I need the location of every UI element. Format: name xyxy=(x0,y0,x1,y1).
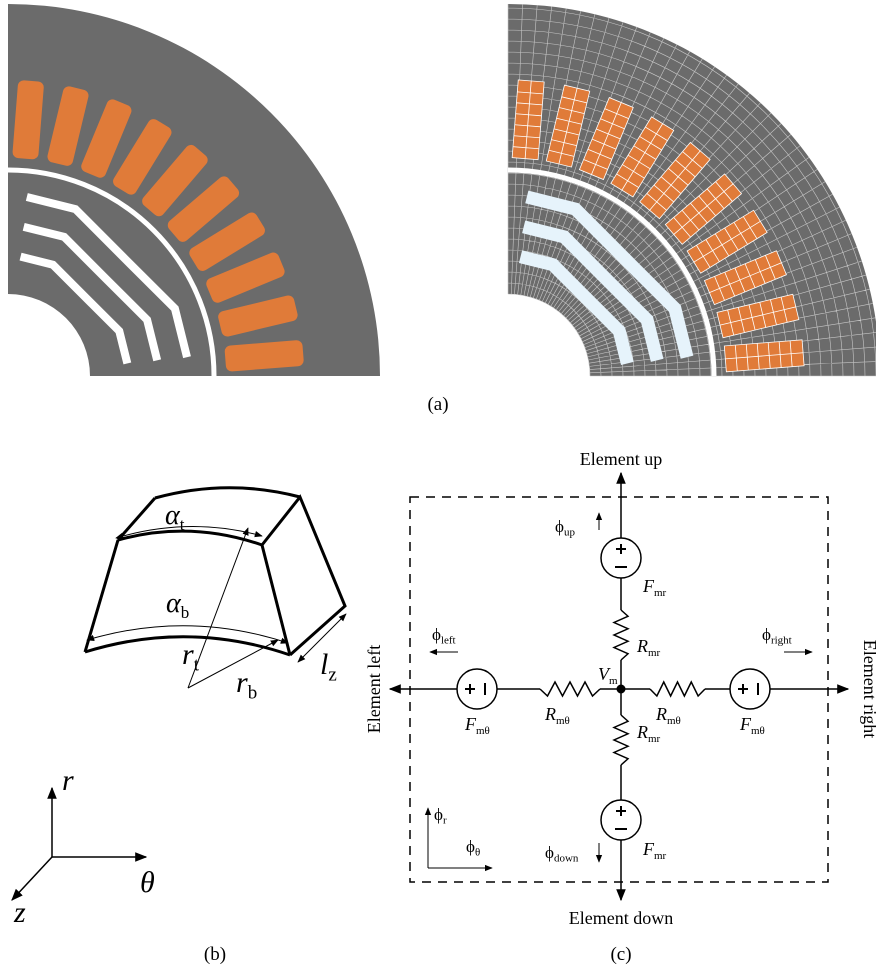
symbol-label: Rmθ xyxy=(655,704,681,727)
subscript: mθ xyxy=(667,715,681,727)
subscript: left xyxy=(441,635,456,647)
symbol: ϕ xyxy=(545,843,554,862)
subscript: t xyxy=(180,515,185,534)
panel-a xyxy=(8,4,876,376)
subscript: mr xyxy=(654,850,667,862)
subscript: m xyxy=(609,675,618,687)
subscript: b xyxy=(248,683,258,704)
subscript: mθ xyxy=(751,725,765,737)
core xyxy=(8,4,380,376)
subscript: mθ xyxy=(476,725,490,737)
neighbor-label: Element right xyxy=(860,640,876,738)
symbol: R xyxy=(655,704,667,724)
mmf-source xyxy=(730,669,770,709)
neighbor-label: Element down xyxy=(569,908,673,928)
symbol-label: αt xyxy=(165,500,185,534)
subscript: θ xyxy=(475,847,480,859)
symbol-label: ϕleft xyxy=(432,625,456,647)
symbol-label: ϕright xyxy=(762,625,792,647)
axis-label: r xyxy=(62,764,74,797)
subscript: mr xyxy=(654,587,667,599)
subscript: mr xyxy=(648,647,661,659)
block-edge xyxy=(118,531,262,545)
symbol: α xyxy=(165,500,181,531)
symbol: R xyxy=(544,704,556,724)
symbol: ϕ xyxy=(762,625,771,644)
symbol: ϕ xyxy=(434,805,443,824)
r-b-arrow xyxy=(188,640,278,688)
subscript: up xyxy=(564,527,576,539)
block-edge xyxy=(262,497,345,655)
symbol: r xyxy=(182,638,194,671)
symbol: R xyxy=(636,636,648,656)
figure: (a) r θ z (b) Element up Element down El… xyxy=(0,0,876,972)
symbol-label: Fmr xyxy=(642,576,667,599)
subscript: r xyxy=(443,815,447,827)
block-edge xyxy=(155,488,300,498)
symbol-label: Fmθ xyxy=(739,714,765,737)
symbol: ϕ xyxy=(466,837,475,856)
axis-z xyxy=(12,857,52,900)
symbol-label: Rmr xyxy=(636,722,661,745)
node xyxy=(617,685,625,693)
panel-c xyxy=(390,473,848,900)
symbol-label: Fmr xyxy=(642,839,667,862)
symbol-label: ϕr xyxy=(434,805,447,827)
symbol-label: rt xyxy=(182,638,200,676)
symbol: R xyxy=(636,722,648,742)
symbol-label: ϕdown xyxy=(545,843,579,865)
symbol: ϕ xyxy=(555,517,564,536)
mmf-source xyxy=(457,669,497,709)
subscript: b xyxy=(181,603,190,622)
subscript: mθ xyxy=(556,715,570,727)
axis-label: θ xyxy=(140,866,155,899)
symbol-label: ϕθ xyxy=(466,837,480,859)
subscript: mr xyxy=(648,733,661,745)
panel-b xyxy=(12,488,346,900)
symbol-label: ϕup xyxy=(555,517,575,539)
symbol-label: lz xyxy=(320,648,337,686)
symbol-label: Vm xyxy=(598,664,618,687)
symbol-label: Fmθ xyxy=(464,714,490,737)
symbol-label: αb xyxy=(166,588,189,622)
symbol: r xyxy=(236,666,248,699)
axis-label: z xyxy=(13,896,26,929)
resistor xyxy=(650,682,705,696)
symbol: l xyxy=(320,648,328,681)
subscript: down xyxy=(554,853,579,865)
resistor xyxy=(614,715,628,765)
resistor xyxy=(540,682,600,696)
subscript: t xyxy=(194,655,200,676)
caption-b: (b) xyxy=(204,944,226,965)
subscript: z xyxy=(328,665,336,686)
resistor xyxy=(614,610,628,660)
neighbor-label: Element left xyxy=(364,645,384,733)
symbol-label: Rmr xyxy=(636,636,661,659)
symbol-label: rb xyxy=(236,666,257,704)
symbol: α xyxy=(166,588,182,619)
subscript: right xyxy=(771,635,792,647)
caption-a: (a) xyxy=(427,394,448,415)
symbol-label: Rmθ xyxy=(544,704,570,727)
symbol: ϕ xyxy=(432,625,441,644)
caption-c: (c) xyxy=(610,944,631,965)
neighbor-label: Element up xyxy=(580,449,662,469)
